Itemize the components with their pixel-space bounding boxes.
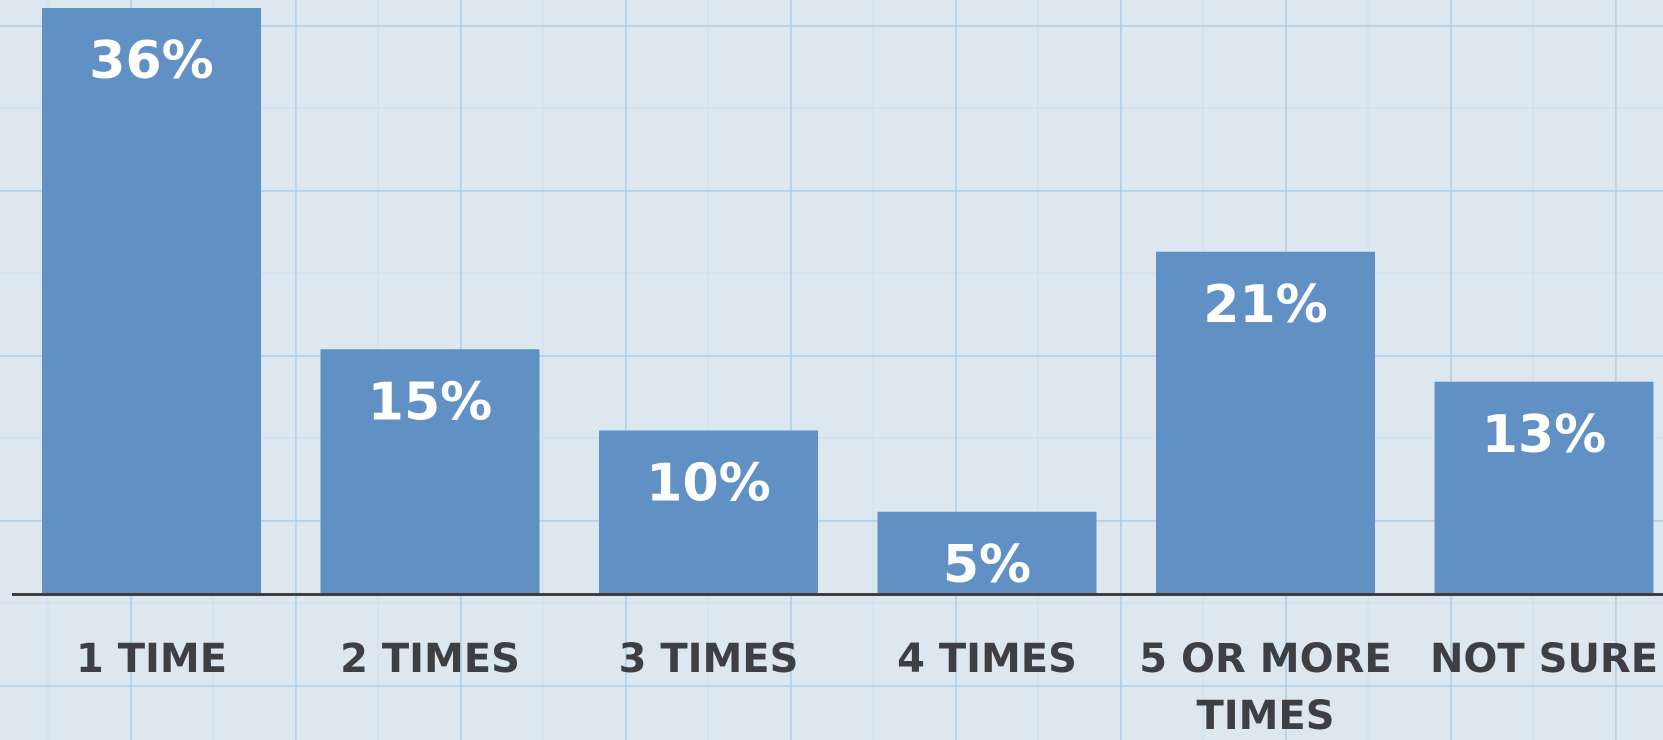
category-label: 1 TIME (76, 636, 227, 682)
category-label: TIMES (1196, 693, 1334, 736)
bar-value-label: 21% (1203, 275, 1327, 335)
bar-4 (877, 511, 1097, 593)
bar-value-label: 10% (646, 454, 770, 514)
bar-value-label: 36% (89, 31, 213, 91)
category-label: 4 TIMES (897, 636, 1077, 682)
bar-3 (599, 430, 818, 593)
bar-1 (42, 8, 261, 593)
category-label: 5 OR MORE (1139, 636, 1391, 682)
bar-value-label: 15% (368, 372, 492, 432)
bar-value-label: 13% (1482, 405, 1606, 465)
bar-5 (1156, 251, 1375, 593)
category-label: NOT SURE (1430, 636, 1658, 682)
category-label: 3 TIMES (619, 636, 799, 682)
category-label: 2 TIMES (340, 636, 520, 682)
bar-6 (1434, 381, 1654, 593)
bar-2 (320, 349, 540, 593)
bar-value-label: 5% (943, 535, 1031, 595)
